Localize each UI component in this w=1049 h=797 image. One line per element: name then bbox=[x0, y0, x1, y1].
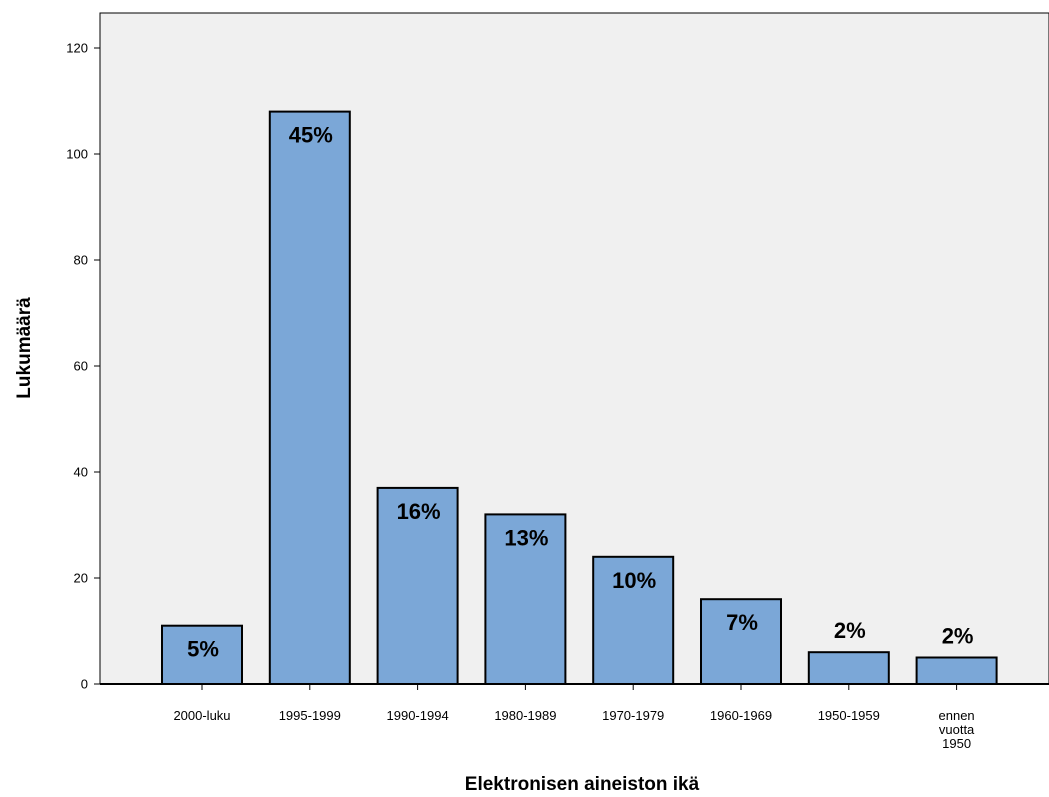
x-axis-title: Elektronisen aineiston ikä bbox=[465, 774, 700, 795]
bar bbox=[376, 486, 459, 685]
bar-data-label: 13% bbox=[504, 525, 548, 550]
bars: 5% 45% 16% 13% 10% 7% 2% 2% bbox=[161, 110, 998, 686]
x-tick-label: 1970-1979 bbox=[602, 708, 664, 723]
y-tick-label: 20 bbox=[74, 571, 88, 586]
bar-data-label: 10% bbox=[612, 568, 656, 593]
bar bbox=[268, 110, 351, 686]
y-axis-title: Lukumäärä bbox=[14, 297, 35, 399]
bar bbox=[592, 555, 675, 685]
x-axis: 2000-luku 1995-1999 1990-1994 1980-1989 1970… bbox=[99, 13, 1049, 751]
x-tick-label: ennen vuotta 1950 bbox=[939, 708, 976, 751]
bar-data-label: 2% bbox=[834, 618, 866, 643]
y-tick-label: 0 bbox=[81, 677, 88, 692]
y-tick-label: 120 bbox=[66, 41, 88, 56]
x-tick-label: 1950-1959 bbox=[818, 708, 880, 723]
x-tick-label: 1995-1999 bbox=[279, 708, 341, 723]
bar bbox=[484, 513, 567, 686]
x-tick-label: 1990-1994 bbox=[387, 708, 449, 723]
bar bbox=[807, 651, 890, 686]
bar-data-label: 16% bbox=[397, 499, 441, 524]
y-tick-label: 80 bbox=[74, 253, 88, 268]
bar bbox=[915, 656, 998, 685]
bar bbox=[700, 598, 782, 686]
bar-data-label: 5% bbox=[187, 637, 219, 662]
y-tick-label: 40 bbox=[74, 465, 88, 480]
bar-data-label: 2% bbox=[942, 624, 974, 649]
plot-area bbox=[99, 12, 1049, 685]
x-tick-label: 2000-luku bbox=[173, 708, 230, 723]
bar-data-label: 45% bbox=[289, 123, 333, 148]
y-tick-label: 100 bbox=[66, 147, 88, 162]
y-tick-label: 60 bbox=[74, 359, 88, 374]
x-tick-label: 1980-1989 bbox=[494, 708, 556, 723]
bar-data-label: 7% bbox=[726, 610, 758, 635]
x-tick-label: 1960-1969 bbox=[710, 708, 772, 723]
y-axis: 0 20 40 60 80 100 120 bbox=[66, 41, 100, 692]
